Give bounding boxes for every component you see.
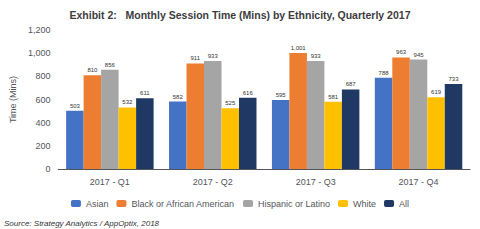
svg-text:788: 788 [379,70,390,76]
svg-text:400: 400 [35,118,50,128]
svg-text:2017 - Q2: 2017 - Q2 [193,177,233,187]
svg-text:945: 945 [414,52,425,58]
svg-text:687: 687 [346,81,357,87]
svg-text:611: 611 [140,90,150,96]
svg-text:1,001: 1,001 [291,45,307,51]
svg-text:2017 - Q4: 2017 - Q4 [399,177,439,187]
svg-text:963: 963 [396,49,407,55]
svg-text:Time (Mins): Time (Mins) [8,76,18,123]
svg-text:503: 503 [70,103,81,109]
svg-text:0: 0 [45,164,50,174]
svg-text:1,000: 1,000 [28,48,51,58]
svg-text:911: 911 [190,55,200,61]
svg-text:595: 595 [276,92,287,98]
svg-text:532: 532 [122,99,133,105]
svg-text:All: All [399,199,409,209]
svg-text:200: 200 [35,141,50,151]
svg-text:Hispanic or Latino: Hispanic or Latino [258,199,330,209]
svg-text:616: 616 [243,90,254,96]
svg-text:2017 - Q1: 2017 - Q1 [90,177,130,187]
svg-text:933: 933 [311,53,322,59]
svg-text:933: 933 [208,53,219,59]
svg-text:Black or African American: Black or African American [131,199,234,209]
svg-text:Exhibit 2: Monthly Session T: Exhibit 2: Monthly Session Time (Mins) b… [70,9,411,21]
svg-text:810: 810 [87,67,98,73]
svg-text:856: 856 [105,62,116,68]
svg-text:600: 600 [35,95,50,105]
svg-text:619: 619 [431,89,442,95]
svg-text:733: 733 [449,76,460,82]
svg-text:2017 - Q3: 2017 - Q3 [296,177,336,187]
svg-text:525: 525 [225,100,236,106]
svg-text:582: 582 [173,94,184,100]
svg-text:1,200: 1,200 [28,25,51,35]
svg-text:Asian: Asian [86,199,109,209]
svg-text:Source: Strategy Analytics / A: Source: Strategy Analytics / AppOptix, 2… [4,219,160,228]
svg-text:800: 800 [35,71,50,81]
svg-text:White: White [353,199,376,209]
svg-text:581: 581 [328,94,339,100]
